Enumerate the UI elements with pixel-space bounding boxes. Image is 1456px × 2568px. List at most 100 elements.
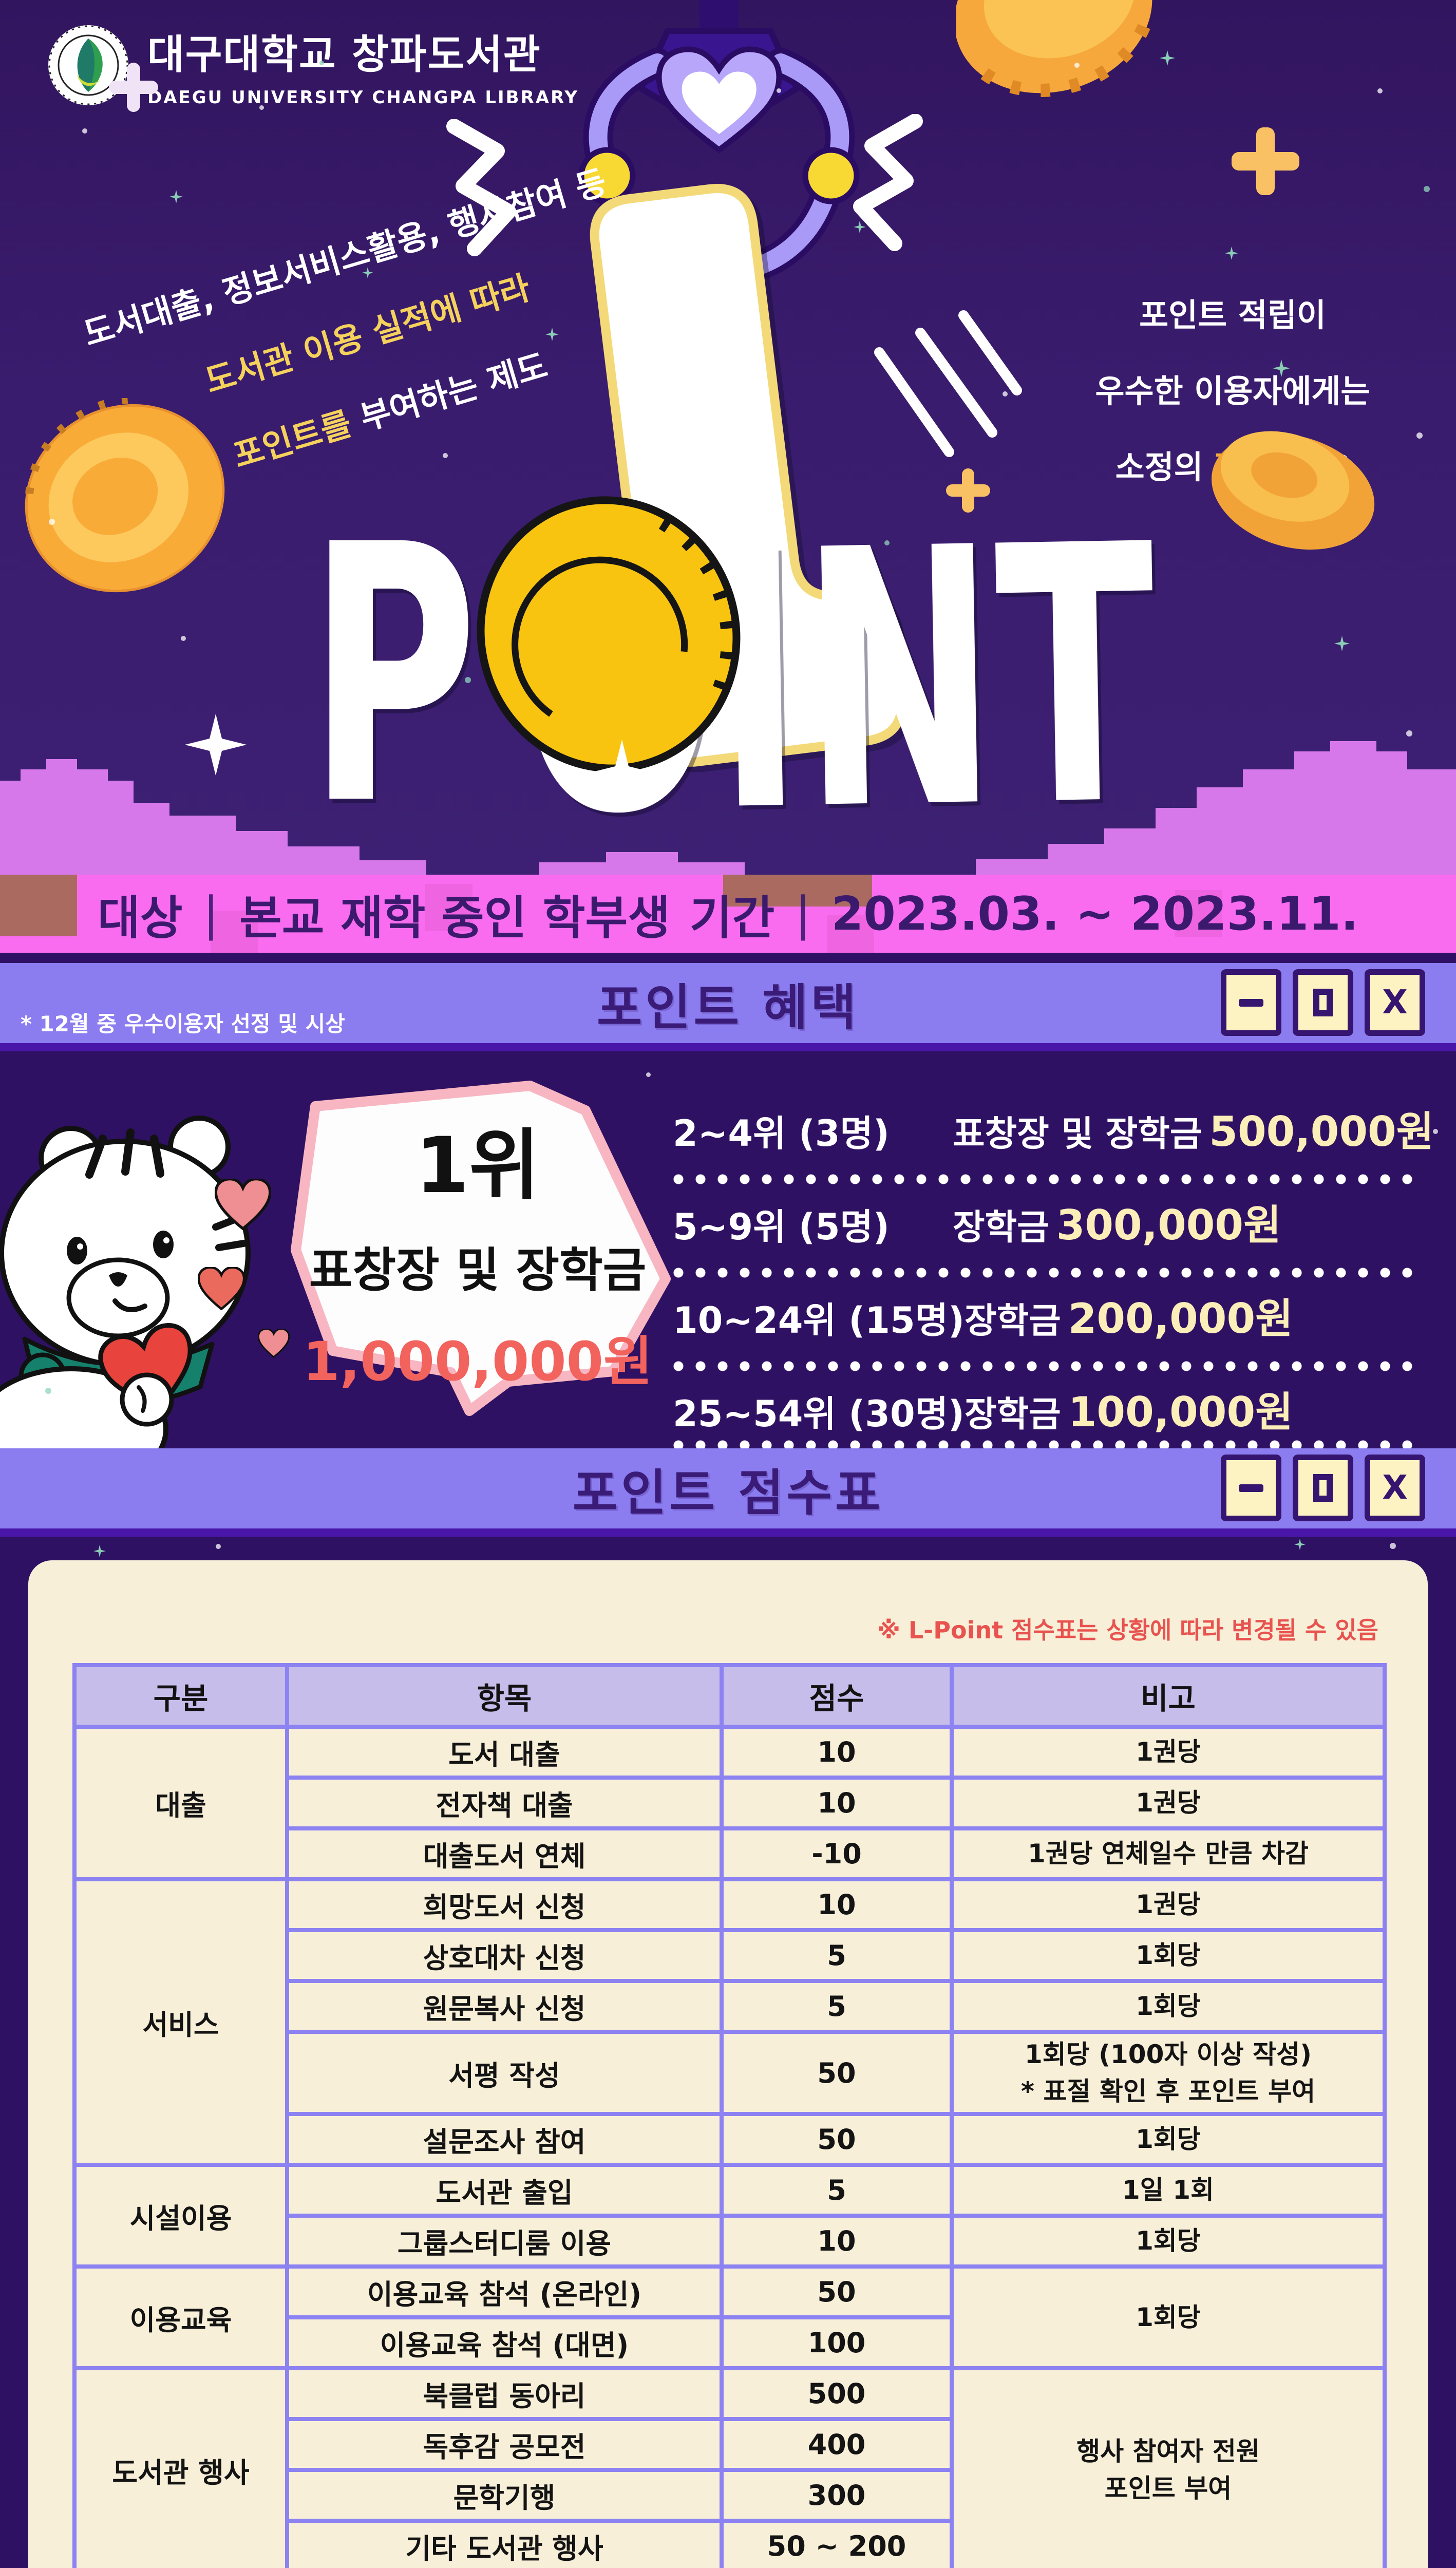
table-row: 서비스 희망도서 신청 10 1권당 (72, 1877, 1387, 2167)
ranking-prize: 장학금 (965, 1394, 1061, 1435)
table-group-cell: 도서관 행사 (72, 2366, 289, 2568)
table-item-cell: 이용교육 참석 (대면) (285, 2315, 724, 2370)
minimize-icon (1239, 998, 1263, 1007)
table-score-cell: 50 (720, 2264, 954, 2319)
maximize-icon (1313, 1474, 1333, 1502)
minimize-button[interactable] (1221, 1455, 1281, 1521)
tiger-mascot (0, 1116, 251, 1448)
table-item-cell: 문학기행 (285, 2468, 724, 2523)
ranking-row: 25~54위 (30명) 장학금 100,000원 (673, 1379, 1433, 1439)
close-button[interactable]: X (1365, 1455, 1425, 1521)
coin-left-icon (25, 398, 225, 593)
star-icon (45, 1388, 51, 1394)
library-logo: 대구대학교 창파도서관 DAEGU UNIVERSITY CHANGPA LIB… (46, 23, 579, 108)
zigzag-left-icon (446, 119, 516, 256)
star-icon (1074, 63, 1080, 68)
table-row: 이용교육 참석 (대면) 100 (74, 2315, 1385, 2370)
ranking-range: 5~9위 (5명) (673, 1206, 890, 1248)
table-item-cell: 이용교육 참석 (온라인) (285, 2264, 724, 2319)
minimize-button[interactable] (1221, 969, 1281, 1036)
table-score-cell: 10 (720, 1776, 954, 1830)
table-group-cell: 대출 (72, 1725, 289, 1881)
window-controls: X (1221, 969, 1425, 1036)
maximize-button[interactable] (1293, 1455, 1353, 1521)
ranking-range: 10~24위 (15명) (673, 1299, 965, 1342)
table-row: 독후감 공모전 400 (74, 2417, 1385, 2472)
table-row: 기타 도서관 행사 50 ~ 200 (74, 2519, 1385, 2568)
dotted-divider (673, 1440, 1420, 1448)
plus-icon (946, 468, 990, 513)
dotted-divider (673, 1174, 1420, 1185)
table-row: 상호대차 신청 5 1회당 (74, 1928, 1387, 1983)
table-score-cell: 10 (720, 1725, 954, 1780)
table-note-cell: 1일 1회 (950, 2163, 1387, 2218)
ranking-amount: 100,000원 (1068, 1388, 1293, 1436)
table-score-cell: 500 (720, 2366, 954, 2421)
ranking-row: 5~9위 (5명) 장학금 300,000원 (673, 1192, 1433, 1252)
table-item-cell: 상호대차 신청 (285, 1928, 724, 1983)
star-icon (1003, 391, 1008, 396)
table-score-cell: 5 (720, 1928, 954, 1983)
score-section: ※ L-Point 점수표는 상황에 따라 변경될 수 있음 구분 항목 점수 비고 … (0, 1537, 1456, 2568)
star-icon (1433, 1129, 1438, 1134)
ranking-row: 10~24위 (15명) 장학금 200,000원 (673, 1286, 1433, 1345)
star-icon (646, 1072, 651, 1077)
table-row: 그룹스터디룸 이용 10 1회당 (74, 2214, 1387, 2269)
star-icon (1424, 186, 1430, 192)
ranking-amount: 500,000원 (1209, 1108, 1434, 1156)
table-row: 설문조사 참여 50 1회당 (74, 2112, 1387, 2167)
table-score-cell: 50 (720, 2112, 954, 2167)
table-score-cell: 5 (720, 2163, 954, 2218)
score-window-title: 포인트 점수표 (572, 1464, 884, 1522)
table-note-cell: 1회당 (950, 2112, 1387, 2167)
table-score-cell: 50 (720, 2030, 954, 2116)
plus-icon (109, 63, 158, 112)
ranking-range: 25~54위 (30명) (673, 1393, 965, 1435)
score-table: 구분 항목 점수 비고 대출 도서 대출 10 1권당 전자책 대출 10 1권당 대출도서 연체 -… (72, 1663, 1387, 2568)
pixel-mountains (0, 741, 1456, 875)
table-row: 문학기행 300 (74, 2468, 1385, 2523)
heart-icon (215, 1179, 271, 1230)
maximize-button[interactable] (1293, 969, 1353, 1036)
period-info: 기간 | 2023.03. ~ 2023.11. (690, 880, 1358, 947)
table-row: 대출 도서 대출 10 1권당 (72, 1725, 1387, 1881)
table-score-cell: 10 (720, 1877, 954, 1932)
close-button[interactable]: X (1365, 969, 1425, 1036)
table-note-cell: 행사 참여자 전원 포인트 부여 (950, 2366, 1387, 2568)
minimize-icon (1239, 1484, 1263, 1492)
hero-section: 대구대학교 창파도서관 DAEGU UNIVERSITY CHANGPA LIB… (0, 0, 1456, 875)
star-icon (216, 1544, 221, 1549)
table-row: 이용교육 이용교육 참석 (온라인) 50 1회당 (72, 2264, 1387, 2370)
period-label: 기간 (689, 891, 775, 945)
star-icon (777, 88, 781, 93)
coin-right-icon (1212, 431, 1375, 550)
ranking-prize: 장학금 (953, 1207, 1049, 1248)
banner-rock (723, 875, 872, 907)
table-group-cell: 이용교육 (72, 2264, 289, 2370)
table-score-cell: 400 (720, 2417, 954, 2472)
ranking-row: 2~4위 (3명) 표창장 및 장학금 500,000원 (673, 1099, 1434, 1158)
logo-subtitle: DAEGU UNIVERSITY CHANGPA LIBRARY (147, 87, 579, 108)
table-group-cell: 서비스 (72, 1877, 289, 2167)
table-note-cell: 1회당 (100자 이상 작성) * 표절 확인 후 포인트 부여 (950, 2030, 1387, 2116)
banner-rock (0, 875, 77, 936)
heart-icon (198, 1267, 245, 1310)
table-item-cell: 전자책 대출 (285, 1776, 724, 1830)
table-note-cell: 1회당 (950, 1979, 1387, 2034)
coin-icon (477, 496, 741, 772)
table-item-cell: 도서 대출 (285, 1725, 724, 1780)
star-icon (1377, 88, 1383, 93)
close-icon: X (1382, 984, 1408, 1022)
score-panel: ※ L-Point 점수표는 상황에 따라 변경될 수 있음 구분 항목 점수 비고 … (28, 1560, 1428, 2568)
first-place-prize: 표창장 및 장학금 (309, 1243, 647, 1298)
star-icon (1416, 432, 1423, 439)
ranking-prize: 장학금 (965, 1301, 1061, 1342)
table-header-cell: 항목 (285, 1663, 724, 1729)
table-row: 원문복사 신청 5 1회당 (74, 1979, 1387, 2034)
target-label: 대상 (98, 891, 183, 945)
benefit-window-note: * 12월 중 우수이용자 선정 및 시상 (21, 1011, 345, 1036)
point-letter-p: P (308, 503, 478, 822)
benefit-window-titlebar: 포인트 혜택 * 12월 중 우수이용자 선정 및 시상 X (0, 963, 1456, 1051)
first-place-amount: 1,000,000원 (302, 1330, 653, 1393)
